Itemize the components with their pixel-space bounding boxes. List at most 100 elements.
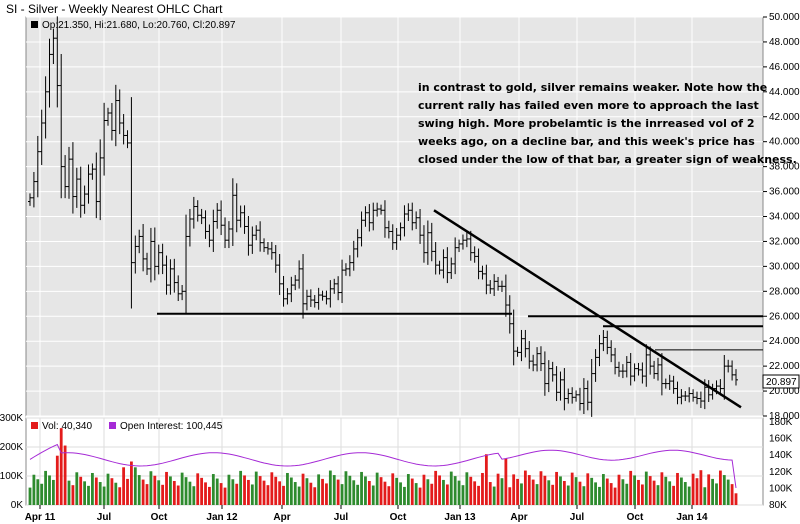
volume-bar (520, 483, 523, 505)
x-tick-label: Oct (151, 512, 168, 523)
volume-bar (586, 473, 590, 505)
volume-bar (227, 474, 231, 505)
volume-bar (262, 480, 266, 505)
volume-bar (243, 475, 246, 505)
volume-bar (83, 481, 87, 505)
volume-bar (219, 483, 223, 505)
oi-legend-swatch (109, 422, 116, 429)
volume-bar (282, 485, 285, 505)
volume-bar (79, 476, 83, 505)
volume-bar (71, 485, 75, 505)
volume-bar (410, 478, 414, 505)
volume-bar (523, 470, 527, 505)
volume-bar (98, 482, 102, 505)
volume-bar (130, 461, 133, 505)
volume-bar (473, 481, 477, 505)
chart-title: SI - Silver - Weekly Nearest OHLC Chart (6, 2, 223, 16)
price-tick-label: 26.000 (769, 311, 800, 322)
volume-bar (672, 485, 675, 505)
volume-bar (445, 484, 449, 505)
annotation-line: swing high. More probelamtic is the inrr… (418, 117, 755, 130)
volume-bar (133, 467, 137, 505)
volume-bar (289, 477, 293, 505)
volume-bar (336, 479, 340, 505)
price-tick-label: 30.000 (769, 261, 800, 272)
last-price-box (762, 374, 800, 389)
volume-bar (609, 483, 613, 505)
volume-bar (204, 482, 207, 505)
volume-bar (434, 470, 438, 505)
volume-bar (465, 472, 469, 505)
volume-bar (625, 483, 629, 505)
volume-bar (102, 486, 106, 505)
volume-bar (418, 487, 422, 505)
volume-bar (531, 479, 535, 505)
volume-bar (145, 484, 149, 505)
volume-bar (414, 483, 418, 505)
volume-bar (422, 474, 426, 505)
x-tick-label: Apr (510, 512, 527, 523)
oi-tick-label: 100K (769, 483, 793, 494)
x-tick-label: Oct (627, 512, 644, 523)
volume-bar (328, 470, 332, 505)
volume-bar (426, 479, 430, 505)
volume-bar (360, 471, 363, 505)
volume-bar (555, 471, 558, 505)
ohlc-bars (28, 16, 738, 417)
volume-bar (48, 475, 51, 505)
volume-bar (59, 428, 63, 505)
volume-bar (718, 470, 722, 505)
volume-bar (375, 472, 379, 505)
volume-bar (391, 473, 395, 505)
volume-bar (668, 481, 672, 505)
price-tick-label: 18.000 (769, 411, 800, 422)
price-legend: Op:21.350, Hi:21.680, Lo:20.760, Cl:20.8… (42, 20, 236, 31)
volume-bar (500, 478, 504, 505)
volume-bar (539, 471, 543, 505)
volume-bar (52, 479, 55, 505)
volume-bar (527, 475, 531, 505)
volume-bar (184, 477, 188, 505)
volume-bar (250, 484, 254, 505)
volume-bar (442, 479, 445, 505)
volume-bar (270, 472, 274, 505)
volume-bar (707, 474, 711, 505)
volume-bar (305, 478, 309, 505)
volume-bar (730, 484, 734, 505)
price-tick-label: 46.000 (769, 62, 800, 73)
price-tick-label: 32.000 (769, 236, 800, 247)
oi-tick-label: 180K (769, 417, 793, 428)
volume-bar (36, 479, 40, 505)
volume-bar (633, 475, 636, 505)
volume-bar (352, 480, 356, 505)
volume-bar (570, 472, 574, 505)
volume-bar (278, 481, 282, 505)
volume-bar (559, 476, 562, 505)
volume-bar (469, 476, 473, 505)
volume-bar (321, 478, 324, 505)
volume-bar (481, 472, 484, 505)
volume-bar (640, 484, 644, 505)
price-tick-label: 50.000 (769, 12, 800, 23)
price-tick-label: 42.000 (769, 112, 800, 123)
volume-bar (578, 481, 582, 505)
volume-bar (28, 487, 32, 505)
volume-bar (153, 475, 157, 505)
volume-tick-label: 300K (0, 413, 23, 424)
volume-bar (192, 486, 196, 505)
volume-bar (516, 478, 519, 505)
volume-bar (309, 482, 313, 505)
annotation-line: weeks ago, on a decline bar, and this we… (418, 135, 755, 148)
volume-bar (387, 486, 391, 505)
volume-tick-label: 100K (0, 471, 23, 482)
volume-bar (215, 478, 219, 505)
volume-bar (223, 487, 227, 505)
volume-bar (679, 477, 683, 505)
volume-bar (562, 480, 566, 505)
annotation-line: in contrast to gold, silver remains weak… (418, 81, 767, 94)
x-tick-label: Apr 11 (25, 512, 56, 523)
volume-bar (551, 484, 555, 505)
volume-bar (301, 473, 305, 505)
x-tick-label: Apr (273, 512, 290, 523)
